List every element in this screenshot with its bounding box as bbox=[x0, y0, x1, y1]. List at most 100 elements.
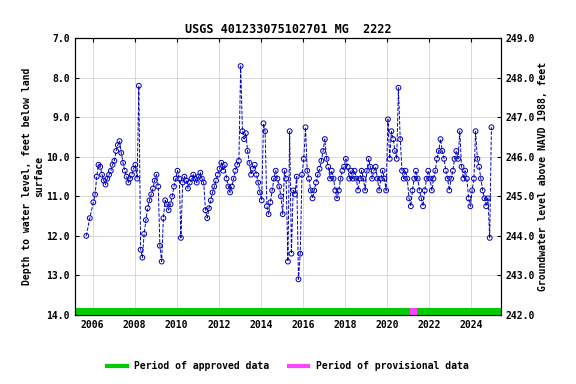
Point bbox=[352, 175, 361, 182]
Point bbox=[181, 177, 191, 184]
Point bbox=[183, 185, 192, 192]
Point bbox=[392, 156, 401, 162]
Point bbox=[141, 217, 150, 223]
Point bbox=[473, 156, 482, 162]
Point bbox=[213, 172, 222, 178]
Point bbox=[241, 130, 251, 136]
Point bbox=[487, 124, 496, 130]
Point bbox=[106, 168, 115, 174]
Point bbox=[215, 166, 224, 172]
Point bbox=[313, 172, 323, 178]
Point bbox=[336, 175, 345, 182]
Point bbox=[169, 184, 179, 190]
Point bbox=[306, 187, 315, 194]
Point bbox=[191, 175, 200, 182]
Point bbox=[185, 179, 194, 185]
Point bbox=[373, 175, 382, 182]
Point bbox=[276, 193, 286, 199]
Point bbox=[319, 148, 328, 154]
Point bbox=[376, 175, 385, 182]
Point bbox=[381, 187, 391, 194]
Point bbox=[194, 174, 203, 180]
Point bbox=[115, 138, 124, 144]
Point bbox=[445, 187, 454, 194]
Point bbox=[371, 164, 380, 170]
Point bbox=[294, 276, 303, 282]
Point bbox=[119, 160, 128, 166]
Point bbox=[94, 162, 103, 168]
Point bbox=[89, 199, 98, 205]
Point bbox=[453, 156, 463, 162]
Point bbox=[411, 168, 420, 174]
Point bbox=[259, 120, 268, 126]
Point bbox=[436, 136, 445, 142]
Point bbox=[483, 195, 492, 202]
Point bbox=[401, 168, 410, 174]
Point bbox=[348, 175, 357, 182]
Point bbox=[389, 136, 398, 142]
Point bbox=[295, 251, 305, 257]
Point bbox=[171, 175, 180, 182]
Point bbox=[108, 162, 117, 168]
Point bbox=[441, 168, 450, 174]
Point bbox=[164, 207, 173, 213]
Point bbox=[343, 164, 353, 170]
Point bbox=[468, 187, 477, 194]
Point bbox=[475, 164, 484, 170]
Point bbox=[97, 172, 107, 178]
Point bbox=[485, 235, 494, 241]
Title: USGS 401233075102701 MG  2222: USGS 401233075102701 MG 2222 bbox=[185, 23, 391, 36]
Point bbox=[270, 175, 279, 182]
Point bbox=[385, 156, 395, 162]
Point bbox=[187, 175, 196, 182]
Point bbox=[312, 179, 321, 185]
Point bbox=[218, 168, 228, 174]
Point bbox=[255, 189, 264, 195]
Point bbox=[134, 83, 143, 89]
Point bbox=[260, 128, 270, 134]
Point bbox=[161, 197, 170, 204]
Point bbox=[327, 168, 336, 174]
Point bbox=[366, 164, 375, 170]
Point bbox=[416, 195, 426, 202]
Legend: Period of approved data, Period of provisional data: Period of approved data, Period of provi… bbox=[103, 358, 473, 375]
Point bbox=[304, 175, 313, 182]
Point bbox=[434, 148, 444, 154]
Point bbox=[439, 156, 449, 162]
Point bbox=[166, 201, 175, 207]
Point bbox=[198, 175, 207, 182]
Point bbox=[145, 197, 154, 204]
Point bbox=[480, 195, 489, 202]
Point bbox=[126, 175, 135, 182]
Point bbox=[355, 175, 365, 182]
Point bbox=[364, 156, 373, 162]
Point bbox=[196, 170, 205, 176]
Point bbox=[346, 168, 355, 174]
Point bbox=[136, 247, 145, 253]
Point bbox=[228, 184, 237, 190]
Point bbox=[157, 258, 166, 265]
Point bbox=[297, 172, 306, 178]
Point bbox=[452, 148, 461, 154]
Point bbox=[243, 148, 252, 154]
Point bbox=[334, 187, 343, 194]
Point bbox=[324, 164, 333, 170]
Point bbox=[278, 211, 287, 217]
Point bbox=[427, 187, 437, 194]
Point bbox=[325, 175, 335, 182]
Point bbox=[146, 191, 156, 197]
Point bbox=[159, 215, 168, 221]
Point bbox=[264, 211, 273, 217]
Point bbox=[329, 175, 338, 182]
Point bbox=[229, 175, 238, 182]
Point bbox=[387, 128, 396, 134]
Point bbox=[152, 172, 161, 178]
Point bbox=[446, 175, 456, 182]
Point bbox=[271, 168, 281, 174]
Point bbox=[397, 168, 407, 174]
Point bbox=[420, 187, 429, 194]
Point bbox=[320, 136, 329, 142]
Point bbox=[266, 199, 275, 205]
Point bbox=[448, 168, 457, 174]
Y-axis label: Depth to water level, feet below land
surface: Depth to water level, feet below land su… bbox=[22, 68, 44, 285]
